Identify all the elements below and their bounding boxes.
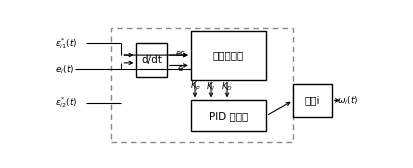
FancyBboxPatch shape <box>293 83 332 117</box>
Text: 模糊控制器: 模糊控制器 <box>213 50 244 60</box>
Text: $\varepsilon_{i2}^{*}(t)$: $\varepsilon_{i2}^{*}(t)$ <box>55 95 78 110</box>
Text: ec: ec <box>176 49 186 58</box>
Text: 电机i: 电机i <box>305 95 320 105</box>
Text: $\varepsilon_{i1}^{*}(t)$: $\varepsilon_{i1}^{*}(t)$ <box>55 36 78 51</box>
FancyBboxPatch shape <box>191 100 266 131</box>
Text: PID 控制器: PID 控制器 <box>209 111 248 121</box>
Text: $e_i(t)$: $e_i(t)$ <box>55 63 74 76</box>
Text: $K_p$: $K_p$ <box>190 79 200 93</box>
Text: $\omega_i(t)$: $\omega_i(t)$ <box>337 94 358 107</box>
FancyBboxPatch shape <box>136 44 167 77</box>
Text: e: e <box>178 64 183 73</box>
Text: $K_D$: $K_D$ <box>221 80 233 93</box>
Text: $K_I$: $K_I$ <box>206 80 216 93</box>
Text: d/dt: d/dt <box>141 55 162 65</box>
FancyBboxPatch shape <box>191 31 266 80</box>
